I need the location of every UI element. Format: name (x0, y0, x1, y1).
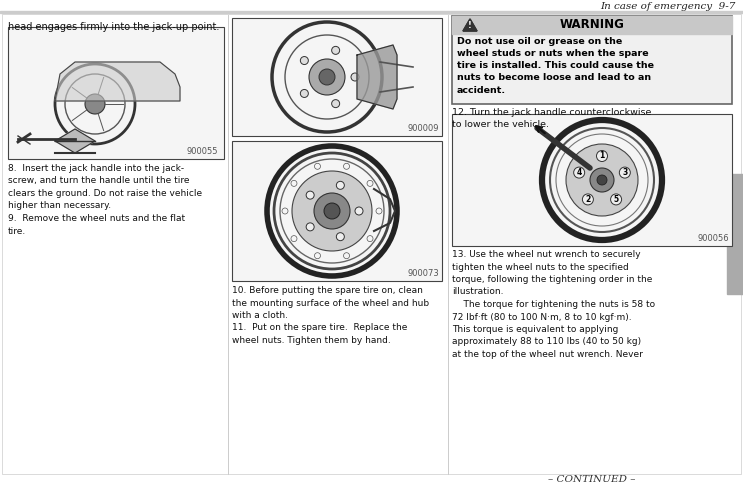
Circle shape (351, 73, 359, 81)
Circle shape (306, 223, 314, 231)
Circle shape (611, 194, 622, 205)
Text: 13. Use the wheel nut wrench to securely
tighten the wheel nuts to the specified: 13. Use the wheel nut wrench to securely… (452, 250, 655, 359)
Circle shape (367, 180, 373, 186)
Text: 8.  Insert the jack handle into the jack-
screw, and turn the handle until the t: 8. Insert the jack handle into the jack-… (8, 164, 202, 236)
Polygon shape (55, 129, 95, 153)
Text: 900009: 900009 (407, 124, 439, 133)
Circle shape (566, 144, 638, 216)
Bar (452, 114, 732, 246)
Text: !: ! (468, 22, 472, 31)
Circle shape (337, 233, 344, 241)
Text: – CONTINUED –: – CONTINUED – (548, 475, 636, 484)
Circle shape (355, 207, 363, 215)
Text: 3: 3 (622, 168, 627, 177)
Polygon shape (55, 62, 180, 101)
Circle shape (331, 100, 340, 108)
Text: 2: 2 (585, 195, 591, 204)
Text: 5: 5 (614, 195, 619, 204)
Circle shape (597, 175, 607, 185)
Bar (452, 16, 732, 104)
Circle shape (597, 151, 608, 162)
Circle shape (367, 236, 373, 242)
Text: 12. Turn the jack handle counterclockwise
to lower the vehicle.: 12. Turn the jack handle counterclockwis… (452, 108, 652, 129)
Text: 4: 4 (577, 168, 582, 177)
Circle shape (85, 94, 105, 114)
Bar (8, 27, 224, 159)
Circle shape (314, 193, 350, 229)
Circle shape (300, 89, 308, 97)
Circle shape (574, 167, 585, 178)
Circle shape (314, 253, 320, 259)
Polygon shape (357, 45, 397, 109)
Circle shape (319, 69, 335, 85)
Text: Do not use oil or grease on the
wheel studs or nuts when the spare
tire is insta: Do not use oil or grease on the wheel st… (457, 37, 654, 94)
Text: 10. Before putting the spare tire on, clean
the mounting surface of the wheel an: 10. Before putting the spare tire on, cl… (232, 286, 429, 345)
Circle shape (309, 59, 345, 95)
Bar (232, 18, 442, 136)
Text: 900056: 900056 (698, 234, 729, 243)
Circle shape (282, 208, 288, 214)
Circle shape (590, 168, 614, 192)
Polygon shape (463, 19, 477, 31)
Text: head engages firmly into the jack-up point.: head engages firmly into the jack-up poi… (8, 22, 219, 32)
Circle shape (343, 253, 349, 259)
Circle shape (306, 191, 314, 199)
Bar (452, 16, 732, 34)
Circle shape (324, 203, 340, 219)
Circle shape (331, 46, 340, 54)
Text: WARNING: WARNING (559, 18, 624, 32)
Bar (232, 141, 442, 281)
Text: 900073: 900073 (407, 269, 439, 278)
Circle shape (337, 181, 344, 189)
Circle shape (343, 164, 349, 169)
Text: 900055: 900055 (186, 147, 218, 156)
Circle shape (300, 56, 308, 65)
Circle shape (314, 164, 320, 169)
Circle shape (291, 180, 297, 186)
Circle shape (376, 208, 382, 214)
Bar (0, 11, 743, 13)
Polygon shape (463, 19, 477, 31)
Text: 1: 1 (600, 152, 605, 161)
Circle shape (583, 194, 594, 205)
Circle shape (291, 236, 297, 242)
Circle shape (620, 167, 630, 178)
Bar (727, 174, 743, 294)
Text: In case of emergency  9-7: In case of emergency 9-7 (600, 2, 736, 11)
Circle shape (292, 171, 372, 251)
